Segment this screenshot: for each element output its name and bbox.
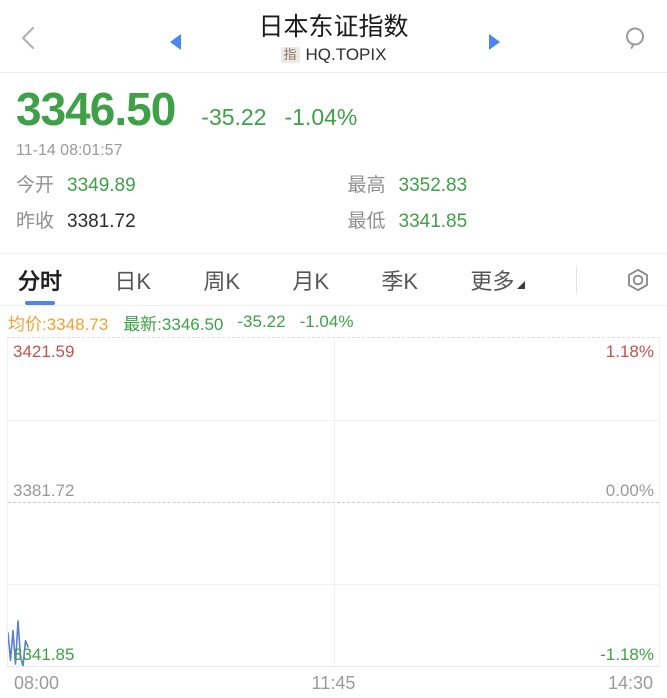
- stat-high: 最高 3352.83: [334, 174, 652, 197]
- latest-change-label: -35.22: [237, 312, 286, 331]
- tab-monthly-k[interactable]: 月K: [292, 268, 330, 294]
- y-axis-mid-pct: 0.00%: [605, 481, 654, 500]
- x-axis: 08:00 11:45 14:30: [0, 667, 667, 694]
- page-title: 日本东证指数: [258, 13, 409, 41]
- x-axis-start: 08:00: [14, 673, 60, 693]
- tab-minute[interactable]: 分时: [16, 252, 64, 308]
- stat-value: 3349.89: [67, 175, 136, 196]
- prev-stock-icon[interactable]: [170, 34, 181, 50]
- back-icon[interactable]: [18, 25, 40, 51]
- stat-value: 3341.85: [398, 211, 468, 232]
- quote-panel: 3346.50 -35.22 -1.04% 11-14 08:01:57: [0, 73, 667, 160]
- search-icon[interactable]: [623, 26, 647, 52]
- stat-label: 昨收: [16, 211, 55, 232]
- y-axis-min-pct: -1.18%: [600, 645, 654, 664]
- chart-legend: 均价:3348.73 最新:3346.50 -35.22 -1.04%: [0, 306, 667, 337]
- next-stock-icon[interactable]: [489, 34, 500, 50]
- stat-open: 今开 3349.89: [16, 174, 334, 197]
- stat-label: 今开: [16, 175, 55, 196]
- stat-label: 最低: [347, 211, 386, 232]
- y-axis-mid-price: 3381.72: [13, 481, 75, 500]
- tab-quarterly-k[interactable]: 季K: [381, 268, 419, 294]
- stat-low: 最低 3341.85: [334, 210, 652, 233]
- latest-price-label: 最新:3346.50: [123, 314, 224, 334]
- tab-daily-k[interactable]: 日K: [114, 268, 152, 294]
- y-axis-max-price: 3421.59: [13, 342, 75, 361]
- x-axis-mid: 11:45: [311, 673, 356, 693]
- minute-chart-plot[interactable]: 3421.59 1.18% 3381.72 0.00% 3341.85 -1.1…: [7, 337, 660, 667]
- stats-grid: 今开 3349.89 最高 3352.83 昨收 3381.72 最低 3341.85: [0, 174, 667, 233]
- chart-tab-bar: 分时 日K 周K 月K 季K 更多: [0, 253, 667, 306]
- quote-timestamp: 11-14 08:01:57: [16, 142, 123, 159]
- stat-value: 3352.83: [398, 175, 468, 196]
- divider: [575, 266, 577, 293]
- gear-icon[interactable]: [625, 267, 651, 293]
- price-change-percent: -1.04%: [284, 104, 358, 130]
- caret-down-icon: [517, 280, 526, 289]
- price-line-path: [8, 620, 29, 666]
- average-price-label: 均价:3348.73: [8, 314, 109, 334]
- stat-label: 最高: [347, 175, 386, 196]
- gridline-vertical-center: [333, 338, 335, 666]
- last-price: 3346.50: [16, 83, 176, 135]
- y-axis-max-pct: 1.18%: [605, 342, 654, 361]
- tab-weekly-k[interactable]: 周K: [203, 268, 241, 294]
- stat-value: 3381.72: [67, 211, 136, 232]
- stat-prev-close: 昨收 3381.72: [16, 210, 334, 233]
- symbol-code: HQ.TOPIX: [305, 44, 387, 64]
- y-axis-min-price: 3341.85: [13, 645, 75, 664]
- latest-percent-label: -1.04%: [299, 312, 354, 331]
- market-type-badge: 指: [280, 46, 300, 63]
- tab-more[interactable]: 更多: [468, 252, 527, 308]
- price-line-chart: [8, 620, 29, 666]
- x-axis-end: 14:30: [607, 673, 653, 693]
- price-change: -35.22: [201, 104, 267, 130]
- header: 日本东证指数 指 HQ.TOPIX: [0, 0, 667, 73]
